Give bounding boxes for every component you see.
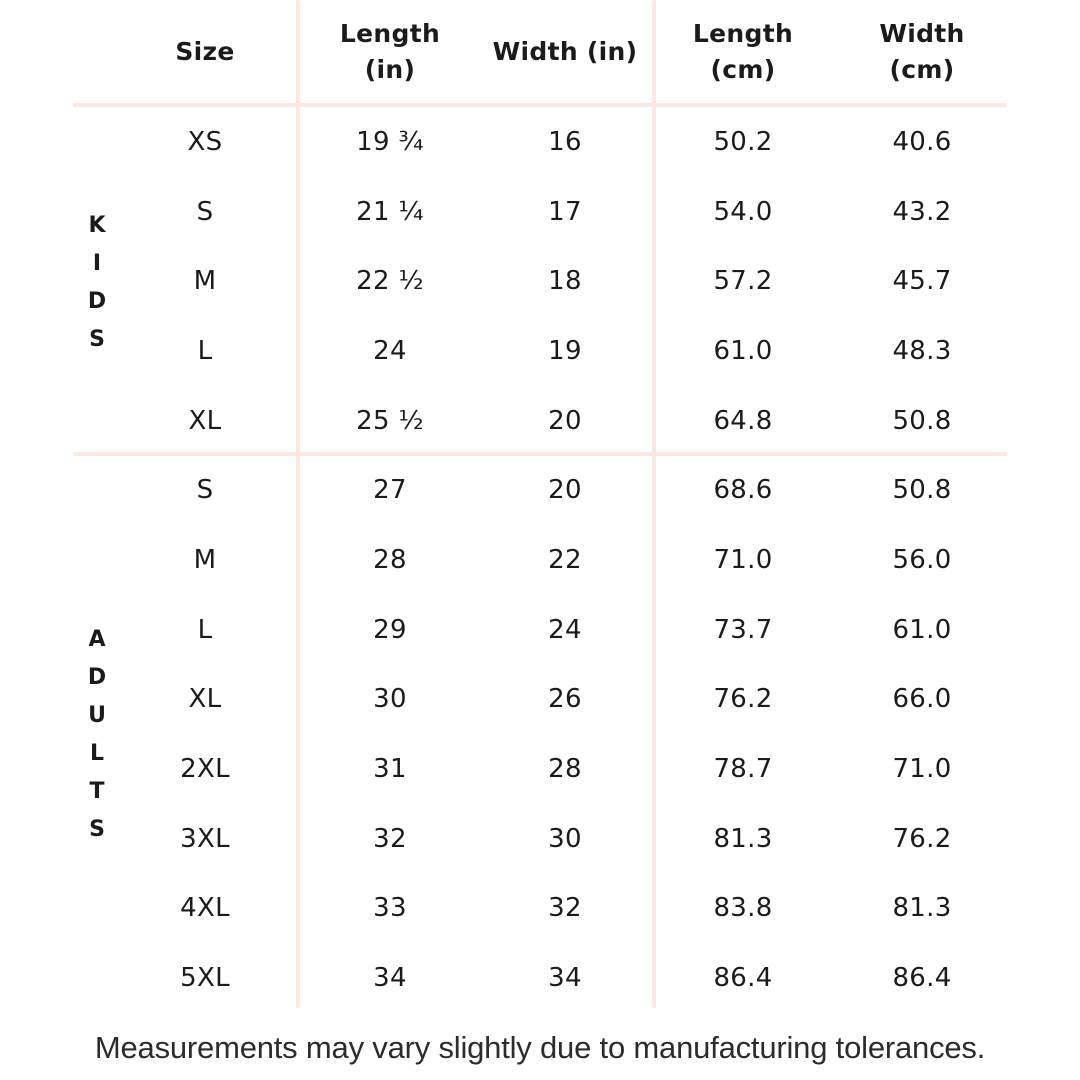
cell-length-in: 29 [373, 614, 407, 645]
cell-length-in: 25 ½ [356, 405, 424, 436]
cell-width-cm: 43.2 [892, 196, 952, 227]
cell-size: M [193, 266, 217, 297]
cell-width-cm: 50.8 [892, 405, 952, 436]
cell-width-cm: 56.0 [892, 544, 952, 575]
cell-width-in: 20 [548, 475, 582, 506]
cell-width-in: 22 [548, 544, 582, 575]
cell-length-cm: 57.2 [713, 266, 773, 297]
table-header: Size Length (in) Width (in) Length (cm) … [110, 0, 1008, 104]
cell-size: 4XL [180, 893, 230, 924]
table-row: L 29 24 73.7 61.0 [110, 595, 1008, 665]
cell-width-in: 34 [548, 963, 582, 994]
cell-length-cm: 61.0 [713, 335, 773, 366]
divider-vertical-1 [296, 0, 300, 1008]
cell-width-cm: 48.3 [892, 335, 952, 366]
table-row: L 24 19 61.0 48.3 [110, 316, 1008, 386]
cell-length-cm: 86.4 [713, 963, 773, 994]
cell-length-in: 19 ¾ [356, 126, 424, 157]
divider-vertical-2 [652, 0, 656, 1008]
cell-width-cm: 50.8 [892, 475, 952, 506]
cell-width-in: 32 [548, 893, 582, 924]
cell-length-in: 22 ½ [356, 266, 424, 297]
table-row: S 27 20 68.6 50.8 [110, 455, 1008, 525]
cell-size: XL [188, 684, 222, 715]
cell-length-cm: 78.7 [713, 754, 773, 785]
cell-size: M [193, 544, 217, 575]
cell-width-cm: 76.2 [892, 823, 952, 854]
cell-width-cm: 40.6 [892, 126, 952, 157]
table-row: 2XL 31 28 78.7 71.0 [110, 734, 1008, 804]
cell-size: 3XL [180, 823, 230, 854]
table-row: S 21 ¼ 17 54.0 43.2 [110, 177, 1008, 247]
cell-length-cm: 64.8 [713, 405, 773, 436]
cell-size: XS [187, 126, 223, 157]
cell-width-cm: 45.7 [892, 266, 952, 297]
cell-length-in: 24 [373, 335, 407, 366]
cell-width-in: 30 [548, 823, 582, 854]
cell-size: XL [188, 405, 222, 436]
cell-length-in: 33 [373, 893, 407, 924]
table-row: 5XL 34 34 86.4 86.4 [110, 943, 1008, 1013]
cell-length-in: 28 [373, 544, 407, 575]
cell-size: 2XL [180, 754, 230, 785]
cell-width-cm: 86.4 [892, 963, 952, 994]
cell-size: 5XL [180, 963, 230, 994]
cell-length-in: 27 [373, 475, 407, 506]
cell-length-cm: 76.2 [713, 684, 773, 715]
cell-width-in: 17 [548, 196, 582, 227]
cell-size: L [197, 614, 213, 645]
cell-length-in: 31 [373, 754, 407, 785]
table-row: XL 25 ½ 20 64.8 50.8 [110, 386, 1008, 456]
cell-size: S [196, 196, 214, 227]
cell-width-cm: 61.0 [892, 614, 952, 645]
table-row: M 22 ½ 18 57.2 45.7 [110, 246, 1008, 316]
table-row: 3XL 32 30 81.3 76.2 [110, 804, 1008, 874]
cell-length-cm: 54.0 [713, 196, 773, 227]
cell-width-in: 18 [548, 266, 582, 297]
header-width-in: Width (in) [492, 37, 638, 66]
footer-note: Measurements may vary slightly due to ma… [94, 1030, 986, 1065]
cell-width-in: 28 [548, 754, 582, 785]
group-label-kids: KIDS [84, 213, 110, 365]
cell-length-cm: 68.6 [713, 475, 773, 506]
cell-width-in: 19 [548, 335, 582, 366]
table-row: 4XL 33 32 83.8 81.3 [110, 874, 1008, 944]
cell-width-in: 26 [548, 684, 582, 715]
cell-width-in: 16 [548, 126, 582, 157]
header-length-in: Length (in) [339, 19, 441, 84]
cell-size: S [196, 475, 214, 506]
cell-width-cm: 71.0 [892, 754, 952, 785]
table-rows: XS 19 ¾ 16 50.2 40.6 S 21 ¼ 17 54.0 43.2 M 22 ½ 18 57… [110, 107, 1008, 1013]
header-size: Size [175, 37, 235, 66]
header-width-cm: Width (cm) [879, 19, 965, 84]
table-row: XS 19 ¾ 16 50.2 40.6 [110, 107, 1008, 177]
header-length-cm: Length (cm) [692, 19, 794, 84]
table-row: XL 30 26 76.2 66.0 [110, 665, 1008, 735]
cell-width-cm: 81.3 [892, 893, 952, 924]
cell-size: L [197, 335, 213, 366]
cell-width-in: 24 [548, 614, 582, 645]
cell-length-cm: 73.7 [713, 614, 773, 645]
table-row: M 28 22 71.0 56.0 [110, 525, 1008, 595]
cell-length-in: 32 [373, 823, 407, 854]
divider-kids-adults-line [73, 452, 1007, 456]
cell-length-in: 30 [373, 684, 407, 715]
cell-length-cm: 50.2 [713, 126, 773, 157]
cell-length-in: 21 ¼ [356, 196, 424, 227]
divider-header-line [73, 103, 1007, 107]
group-label-adults: ADULTS [84, 627, 110, 855]
cell-length-in: 34 [373, 963, 407, 994]
cell-width-in: 20 [548, 405, 582, 436]
cell-length-cm: 83.8 [713, 893, 773, 924]
cell-length-cm: 71.0 [713, 544, 773, 575]
cell-width-cm: 66.0 [892, 684, 952, 715]
cell-length-cm: 81.3 [713, 823, 773, 854]
